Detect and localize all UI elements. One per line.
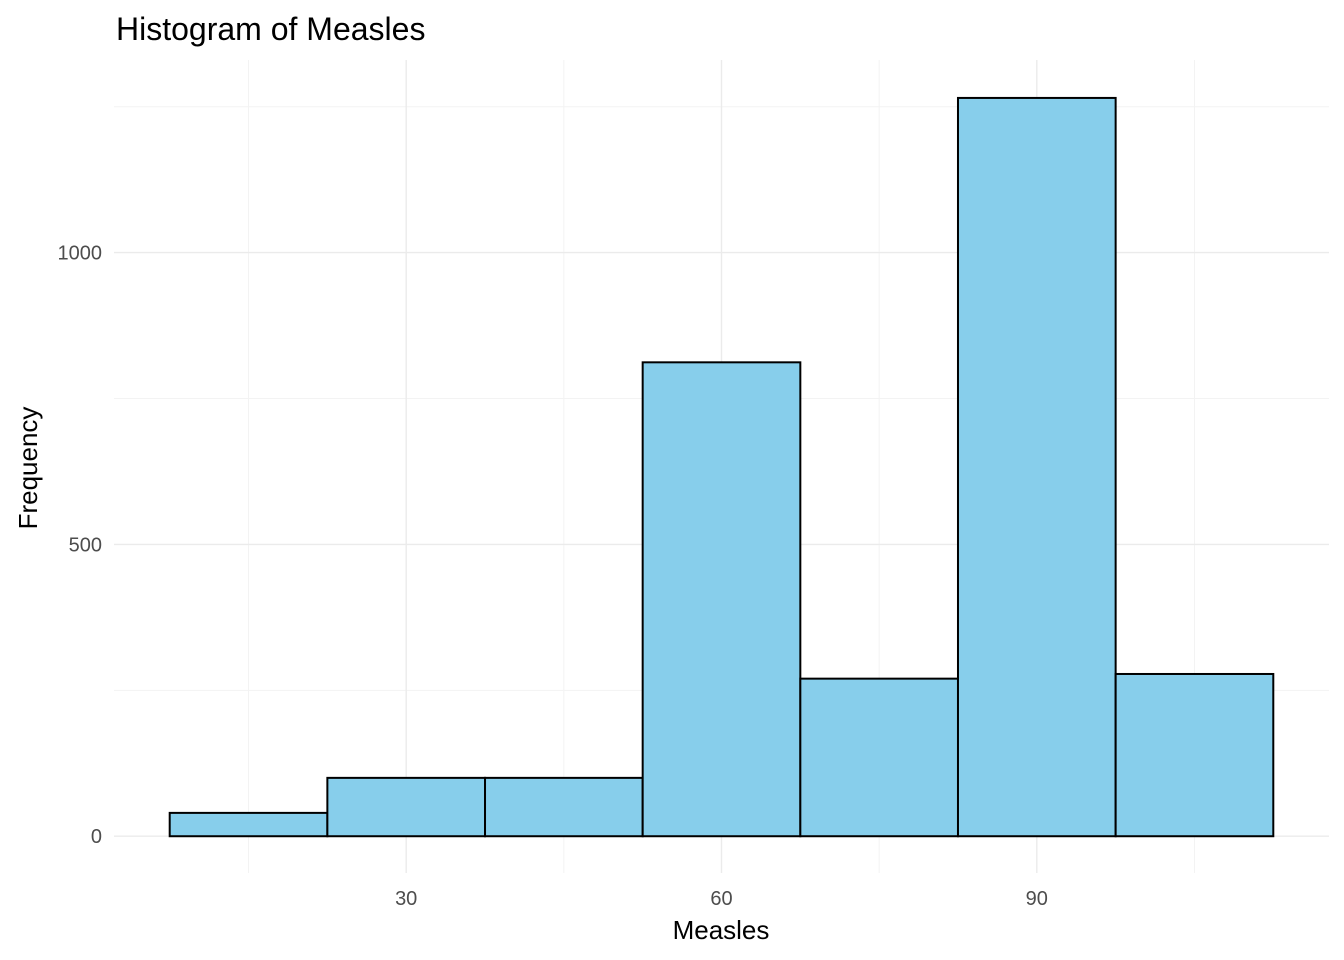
histogram-bar — [1114, 672, 1275, 838]
x-axis-tick-labels: 30 60 90 — [395, 888, 1048, 910]
y-axis-tick-labels: 0 500 1000 — [58, 243, 103, 849]
y-tick-label: 1000 — [58, 243, 103, 265]
histogram-bar — [484, 776, 644, 838]
histogram-bar — [956, 96, 1117, 838]
histogram-bar — [799, 677, 959, 838]
histogram-bar — [168, 811, 329, 838]
histogram-bar — [326, 776, 487, 838]
x-tick-label: 90 — [1026, 888, 1048, 910]
x-tick-label: 60 — [710, 888, 732, 910]
chart-title: Histogram of Measles — [116, 11, 425, 47]
y-tick-label: 500 — [69, 534, 102, 556]
histogram-bar — [641, 361, 802, 838]
y-axis-title: Frequency — [13, 407, 43, 530]
x-tick-label: 30 — [395, 888, 417, 910]
histogram-bars — [168, 96, 1275, 838]
y-tick-label: 0 — [91, 826, 102, 848]
x-axis-title: Measles — [673, 915, 770, 945]
